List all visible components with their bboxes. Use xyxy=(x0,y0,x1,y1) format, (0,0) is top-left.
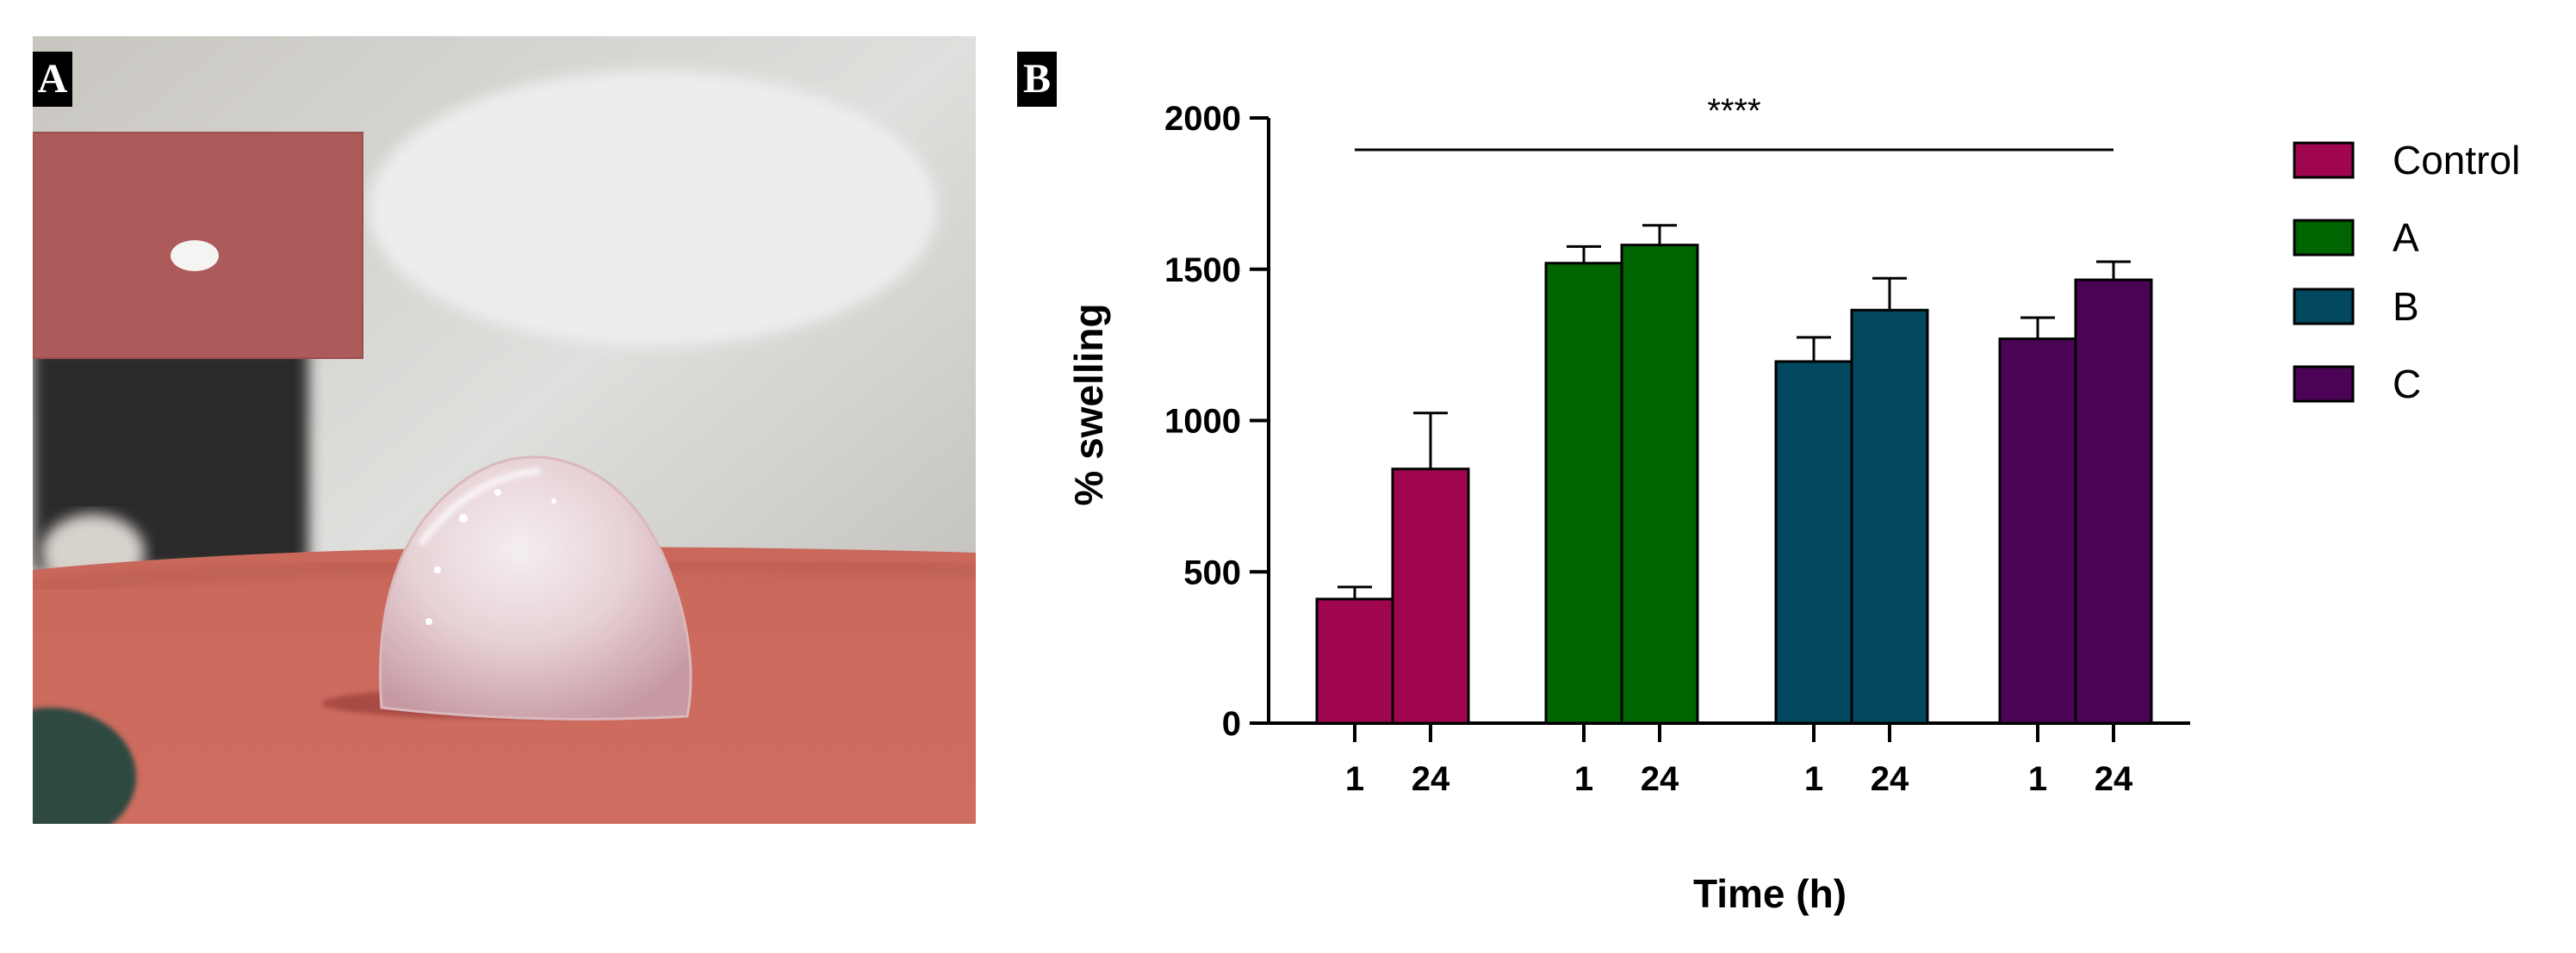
y-axis-title: % swelling xyxy=(1066,303,1111,505)
panel-label-b: B xyxy=(1017,52,1057,107)
y-tick-label: 1000 xyxy=(1164,403,1241,441)
y-tick-label: 1500 xyxy=(1164,251,1241,289)
legend-swatch-c xyxy=(2293,365,2355,403)
legend-swatch-b xyxy=(2293,288,2355,325)
x-tick-label: 24 xyxy=(1641,760,1679,798)
significance-label: **** xyxy=(1707,92,1760,130)
bar-c-24 xyxy=(2074,278,2153,725)
dry-pellet xyxy=(171,240,219,271)
legend-label-b: B xyxy=(2393,284,2419,329)
legend-swatch-control xyxy=(2293,141,2355,179)
x-tick-label: 1 xyxy=(1345,760,1364,798)
x-tick-label: 1 xyxy=(1574,760,1593,798)
y-tick-label: 500 xyxy=(1183,554,1241,591)
bar-c-1 xyxy=(1998,337,2077,725)
bar-b-1 xyxy=(1774,360,1853,725)
x-tick-label: 24 xyxy=(1412,760,1450,798)
inset-photo xyxy=(33,132,363,359)
bar-control-1 xyxy=(1315,597,1394,725)
x-tick-label: 1 xyxy=(2028,760,2047,798)
x-axis-title: Time (h) xyxy=(1693,871,1847,916)
bar-b-24 xyxy=(1850,308,1929,725)
hydrogel-droplet xyxy=(379,455,692,721)
y-tick-label: 0 xyxy=(1222,705,1241,743)
y-tick-label: 2000 xyxy=(1164,100,1241,138)
legend-label-a: A xyxy=(2393,215,2419,260)
x-tick-label: 24 xyxy=(2095,760,2133,798)
legend-swatch-a xyxy=(2293,219,2355,257)
bar-control-24 xyxy=(1391,467,1470,725)
legend-label-control: Control xyxy=(2393,138,2520,183)
bar-a-1 xyxy=(1544,262,1623,725)
hydrogel-photo xyxy=(33,36,976,824)
bar-a-24 xyxy=(1620,244,1699,725)
legend-label-c: C xyxy=(2393,362,2421,406)
panel-label-a: A xyxy=(33,52,72,107)
x-tick-label: 24 xyxy=(1871,760,1909,798)
x-tick-label: 1 xyxy=(1804,760,1823,798)
